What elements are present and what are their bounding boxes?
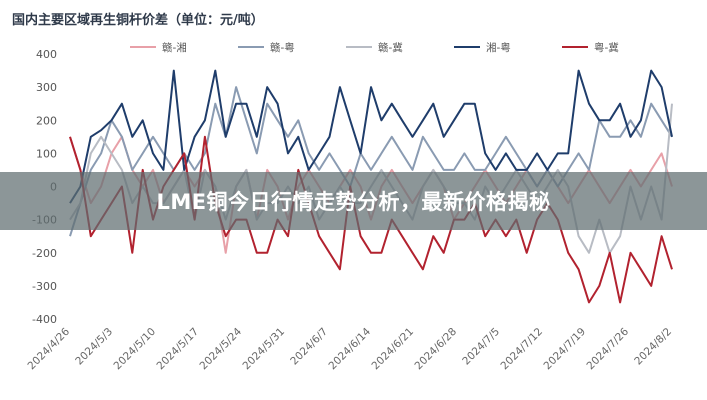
headline-banner: LME铜今日行情走势分析，最新价格揭秘 (0, 172, 707, 230)
x-tick-label: 2024/5/31 (241, 326, 288, 373)
legend-label: 湘-粤 (486, 41, 511, 54)
x-tick-label: 2024/7/5 (460, 326, 502, 368)
legend-label: 粤-冀 (594, 41, 619, 54)
y-tick-label: 200 (36, 114, 57, 127)
legend-label: 赣-粤 (270, 41, 295, 54)
x-tick-label: 2024/6/7 (288, 326, 330, 368)
x-tick-label: 2024/5/3 (73, 326, 115, 368)
x-tick-label: 2024/5/17 (155, 326, 202, 373)
y-tick-label: -200 (32, 247, 57, 260)
x-tick-label: 2024/5/10 (112, 326, 159, 373)
x-tick-label: 2024/7/12 (499, 326, 546, 373)
y-tick-label: -300 (32, 280, 57, 293)
series-line-湘-粤 (69, 69, 673, 204)
y-tick-label: 400 (36, 48, 57, 61)
legend-label: 赣-冀 (378, 41, 403, 54)
y-tick-label: 100 (36, 147, 57, 160)
x-tick-label: 2024/6/21 (370, 326, 417, 373)
x-axis: 2024/4/26 2024/5/32024/5/102024/5/172024/… (26, 325, 675, 372)
x-tick-label: 2024/4/26 (26, 325, 73, 372)
x-tick-label: 2024/7/19 (542, 326, 589, 373)
x-tick-label: 2024/6/14 (327, 325, 374, 372)
x-tick-label: 2024/7/26 (585, 325, 632, 372)
x-tick-label: 2024/5/24 (198, 325, 245, 372)
y-tick-label: 300 (36, 81, 57, 94)
chart-title: 国内主要区域再生铜杆价差（单位：元/吨） (12, 12, 264, 28)
series-line-赣-粤 (69, 86, 673, 237)
x-tick-label: 2024/6/28 (413, 326, 460, 373)
legend: 赣-湘 赣-粤 赣-冀 湘-粤 粤-冀 (130, 41, 619, 54)
y-tick-label: -400 (32, 313, 57, 326)
headline-text: LME铜今日行情走势分析，最新价格揭秘 (156, 190, 551, 214)
x-tick-label: 2024/8/2 (632, 326, 674, 368)
legend-label: 赣-湘 (162, 41, 187, 54)
